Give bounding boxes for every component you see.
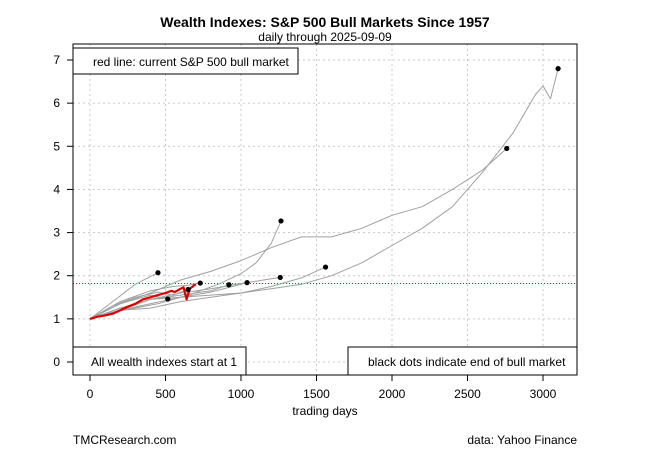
- note-current-bull: red line: current S&P 500 bull market: [93, 55, 290, 69]
- x-tick-label: 2000: [379, 387, 406, 401]
- end-dot: [555, 66, 561, 72]
- end-dot: [322, 264, 329, 270]
- end-dot: [277, 274, 283, 281]
- footer-data-source: data: Yahoo Finance: [467, 433, 577, 447]
- series-line-bull-3: [89, 68, 559, 320]
- x-tick-label: 500: [155, 387, 175, 401]
- legend-box-bottom-left: All wealth indexes start at 1: [72, 346, 247, 376]
- y-tick-label: 6: [53, 96, 60, 110]
- legend-box-bottom-left-frame: [72, 346, 247, 376]
- series-line-bull-5: [89, 272, 159, 320]
- end-dot: [185, 286, 191, 293]
- series-group: [89, 68, 559, 320]
- x-tick-label: 3000: [530, 387, 557, 401]
- x-axis-label: trading days: [292, 404, 357, 418]
- legend-box-bottom-right: black dots indicate end of bull market: [347, 346, 578, 376]
- end-dots-group: [155, 66, 561, 302]
- x-tick-label: 2500: [454, 387, 481, 401]
- y-tick-label: 7: [53, 53, 60, 67]
- y-tick-label: 2: [53, 269, 60, 283]
- end-dot: [165, 296, 171, 302]
- chart-subtitle: daily through 2025-09-09: [258, 30, 392, 44]
- y-tick-label: 1: [53, 312, 60, 326]
- legend-box-bottom-right-frame: [347, 346, 578, 376]
- end-dot: [504, 145, 510, 152]
- y-tick-label: 3: [53, 226, 60, 240]
- axes: 0 500 1000 1500 2000 2500 3000 0 1 2 3 4 5 6 7: [53, 53, 556, 401]
- end-dot: [244, 280, 250, 286]
- end-dot: [226, 282, 232, 288]
- series-line-current-bull-market: [89, 283, 197, 320]
- note-black-dots: black dots indicate end of bull market: [368, 355, 566, 369]
- x-tick-label: 0: [87, 387, 94, 401]
- end-dot: [278, 218, 284, 224]
- chart-title: Wealth Indexes: S&P 500 Bull Markets Sin…: [160, 14, 490, 30]
- y-tick-label: 0: [53, 355, 60, 369]
- series-line-bull-8: [89, 282, 201, 320]
- y-tick-label: 5: [53, 139, 60, 153]
- plot-frame: [72, 43, 578, 376]
- end-dot: [197, 280, 203, 286]
- grid: [73, 44, 577, 375]
- x-tick-label: 1000: [228, 387, 255, 401]
- x-tick-label: 1500: [303, 387, 330, 401]
- footer-source-site: TMCResearch.com: [73, 433, 176, 447]
- legend-box-top-left: red line: current S&P 500 bull market: [72, 47, 299, 75]
- y-tick-label: 4: [53, 182, 60, 196]
- note-start-at-one: All wealth indexes start at 1: [91, 355, 237, 369]
- legend-box-top-left-frame: [72, 47, 299, 75]
- end-dot: [155, 270, 161, 276]
- series-line-bull-9: [89, 284, 230, 320]
